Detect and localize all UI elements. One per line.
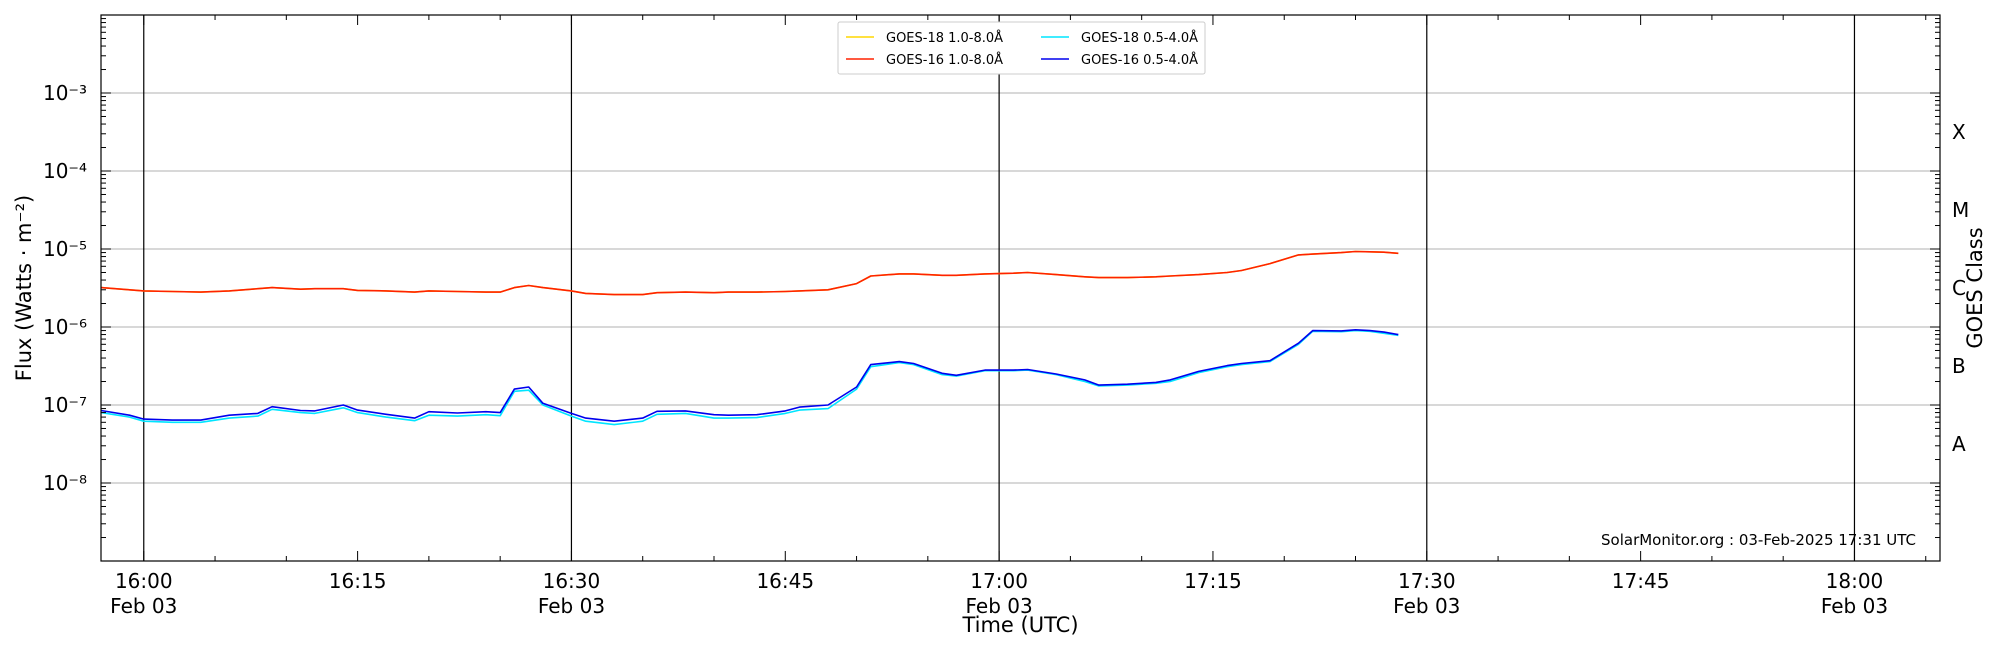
x-tick-label: 16:15 [329,569,387,593]
x-tick-date-label: Feb 03 [538,594,605,618]
goes-class-m: M [1952,198,1969,222]
goes-class-b: B [1952,354,1966,378]
y-axis-ticks: 10⁻⁸ 10⁻⁷ 10⁻⁶ 10⁻⁵ 10⁻⁴ 10⁻³ [43,14,1940,562]
solarmonitor-annotation: SolarMonitor.org : 03-Feb-2025 17:31 UTC [1601,531,1916,549]
x-tick-date-label: Feb 03 [1393,594,1460,618]
legend-box [837,21,1206,75]
x-tick-label: 17:15 [1184,569,1242,593]
y-tick-label: 10⁻⁸ [43,471,87,495]
x-tick-date-label: Feb 03 [966,594,1033,618]
legend-label: GOES-18 0.5-4.0Å [1081,30,1198,46]
legend: GOES-18 1.0-8.0Å GOES-16 1.0-8.0Å GOES-18 … [837,21,1206,75]
y-axis-title: Flux (Watts · m⁻²) [12,195,36,381]
goes-class-a: A [1952,432,1966,456]
x-tick-date-label: Feb 03 [1821,594,1888,618]
x-tick-label: 16:45 [756,569,814,593]
y-tick-label: 10⁻⁷ [43,393,87,417]
x-axis-title: Time (UTC) [961,613,1078,637]
y-tick-label: 10⁻³ [43,81,87,105]
series-line-1 [100,250,1399,296]
plot-frame [100,14,1941,562]
day-marker-lines [143,15,1856,561]
y-tick-label: 10⁻⁵ [43,237,87,261]
goes-class-x: X [1952,120,1966,144]
x-tick-label: 16:00 [115,569,173,593]
series-line-3 [100,328,1399,423]
legend-label: GOES-16 1.0-8.0Å [886,52,1003,68]
goes-class-axis-title: GOES Class [1963,227,1987,348]
gridlines [101,92,1940,484]
x-tick-label: 18:00 [1826,569,1884,593]
y-tick-label: 10⁻⁶ [43,315,87,339]
legend-label: GOES-18 1.0-8.0Å [886,30,1003,46]
series-line-2 [100,329,1399,426]
goes-class-labels: A B C M X [1952,120,1969,456]
x-tick-label: 16:30 [543,569,601,593]
x-tick-label: 17:30 [1398,569,1456,593]
goes-class-c: C [1952,276,1966,300]
y-tick-label: 10⁻⁴ [43,159,87,183]
x-tick-label: 17:00 [970,569,1028,593]
series-layer [100,250,1399,426]
x-tick-date-label: Feb 03 [110,594,177,618]
x-tick-label: 17:45 [1612,569,1670,593]
legend-label: GOES-16 0.5-4.0Å [1081,52,1198,68]
